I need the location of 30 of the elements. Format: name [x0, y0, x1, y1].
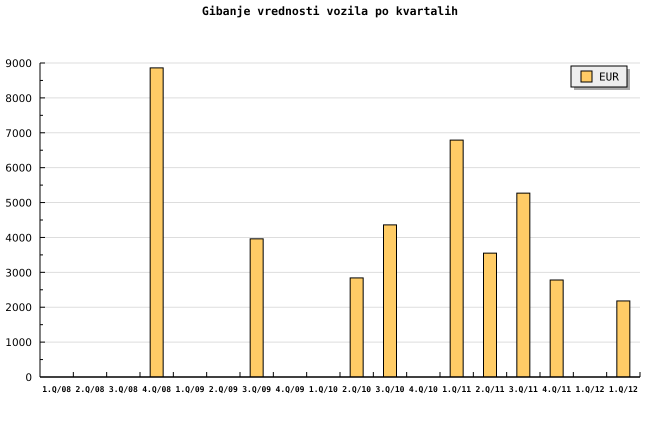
chart-title: Gibanje vrednosti vozila po kvartalih	[202, 4, 458, 18]
y-tick-label: 4000	[5, 232, 32, 244]
x-tick-label: 1.Q/12	[608, 385, 638, 394]
x-tick-label: 3.Q/08	[108, 385, 138, 394]
legend-label: EUR	[599, 70, 620, 84]
x-tick-label: 2.Q/08	[76, 385, 105, 394]
y-tick-label: 6000	[5, 162, 32, 175]
x-tick-label: 4.Q/11	[542, 385, 572, 394]
x-tick-label: 3.Q/11	[508, 385, 538, 394]
y-tick-label: 1000	[5, 337, 32, 350]
x-tick-label: 4.Q/08	[142, 385, 172, 394]
x-tick-label: 1.Q/08	[42, 385, 72, 394]
y-tick-label: 5000	[5, 198, 32, 210]
x-tick-label: 2.Q/09	[208, 385, 238, 394]
x-tick-label: 3.Q/09	[242, 385, 272, 394]
x-tick-label: 2.Q/10	[342, 385, 372, 394]
x-tick-label: 3.Q/10	[376, 385, 405, 394]
x-tick-label: 1.Q/12	[576, 385, 605, 394]
y-tick-label: 0	[25, 372, 32, 384]
x-tick-label: 1.Q/10	[308, 385, 338, 394]
x-tick-label: 4.Q/09	[276, 385, 305, 394]
x-tick-label: 1.Q/11	[442, 385, 472, 394]
y-tick-label: 3000	[5, 267, 32, 280]
y-tick-label: 8000	[5, 92, 32, 105]
x-tick-label: 1.Q/09	[176, 385, 205, 394]
y-tick-label: 9000	[5, 58, 32, 70]
y-tick-label: 2000	[5, 302, 32, 314]
x-tick-label: 2.Q/11	[476, 385, 505, 394]
x-tick-label: 4.Q/10	[408, 385, 438, 394]
y-tick-label: 7000	[5, 128, 32, 140]
